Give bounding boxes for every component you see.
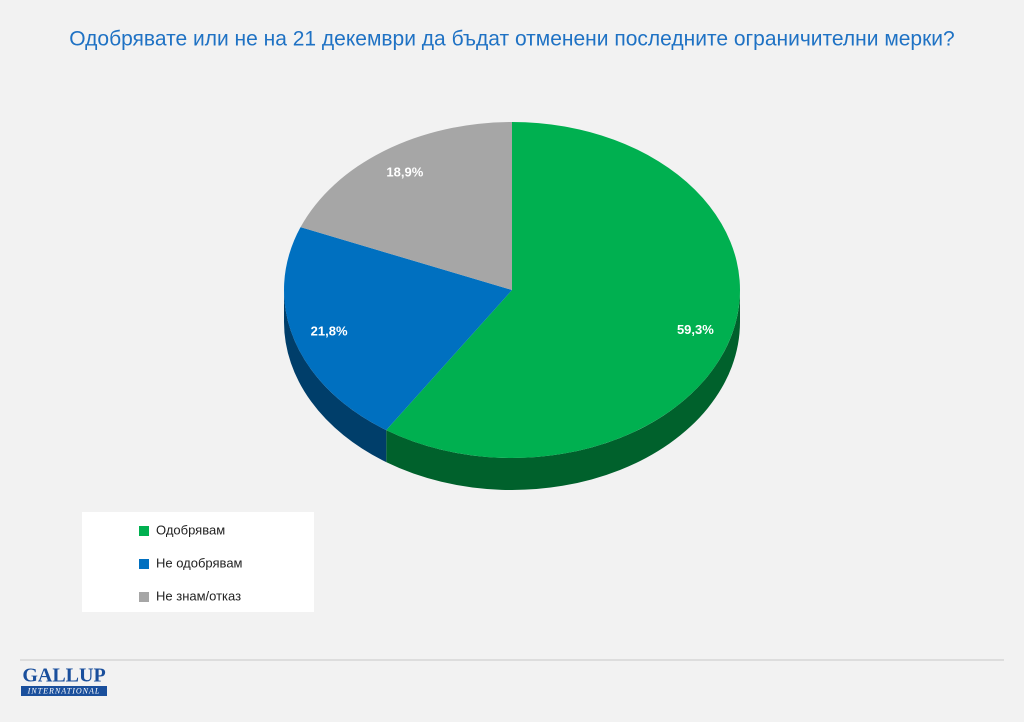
legend-swatch: [139, 559, 149, 569]
logo-band: [21, 686, 107, 696]
chart-title: Одобрявате или не на 21 декември да бъда…: [69, 28, 954, 51]
logo: GALLUP: [22, 665, 105, 687]
pie-slice: [386, 122, 741, 459]
legend-label: Не знам/отказ: [156, 588, 241, 603]
logo-sub: INTERNATIONAL: [27, 686, 101, 695]
data-label: 59,3%: [677, 322, 714, 337]
legend-box: [82, 512, 314, 612]
legend-label: Не одобрявам: [156, 555, 243, 570]
data-label: 18,9%: [386, 164, 423, 179]
pie-slice: [300, 122, 512, 290]
pie-slice: [284, 227, 512, 431]
legend-swatch: [139, 526, 149, 536]
legend-swatch: [139, 592, 149, 602]
slice-side: [284, 290, 387, 463]
data-label: 21,8%: [311, 323, 348, 338]
slice-side: [386, 290, 740, 490]
legend-label: Одобрявам: [156, 522, 225, 537]
